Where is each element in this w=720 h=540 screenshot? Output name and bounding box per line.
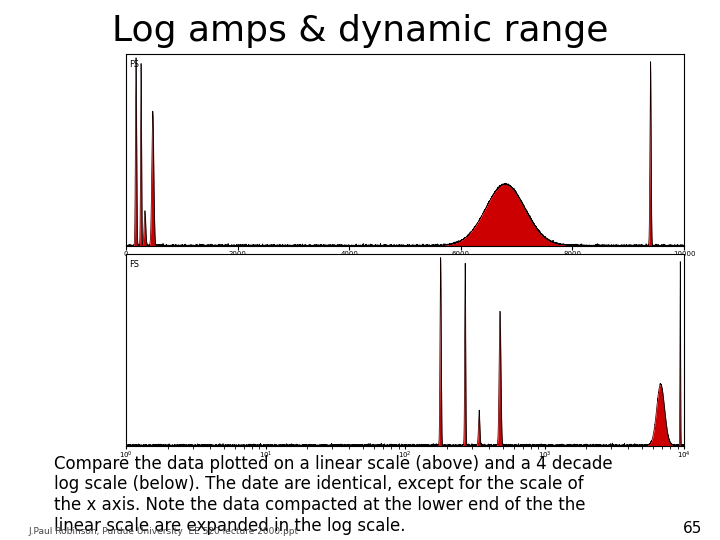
Text: 65: 65 bbox=[683, 521, 702, 536]
Text: Compare the data plotted on a linear scale (above) and a 4 decade
log scale (bel: Compare the data plotted on a linear sca… bbox=[54, 455, 613, 535]
Text: J.Paul Robinson, Purdue University  EE 520 lecture 2000.ppt: J.Paul Robinson, Purdue University EE 52… bbox=[29, 526, 299, 536]
Text: FS: FS bbox=[129, 60, 139, 69]
Text: Log amps & dynamic range: Log amps & dynamic range bbox=[112, 14, 608, 48]
Text: FS: FS bbox=[129, 260, 139, 268]
